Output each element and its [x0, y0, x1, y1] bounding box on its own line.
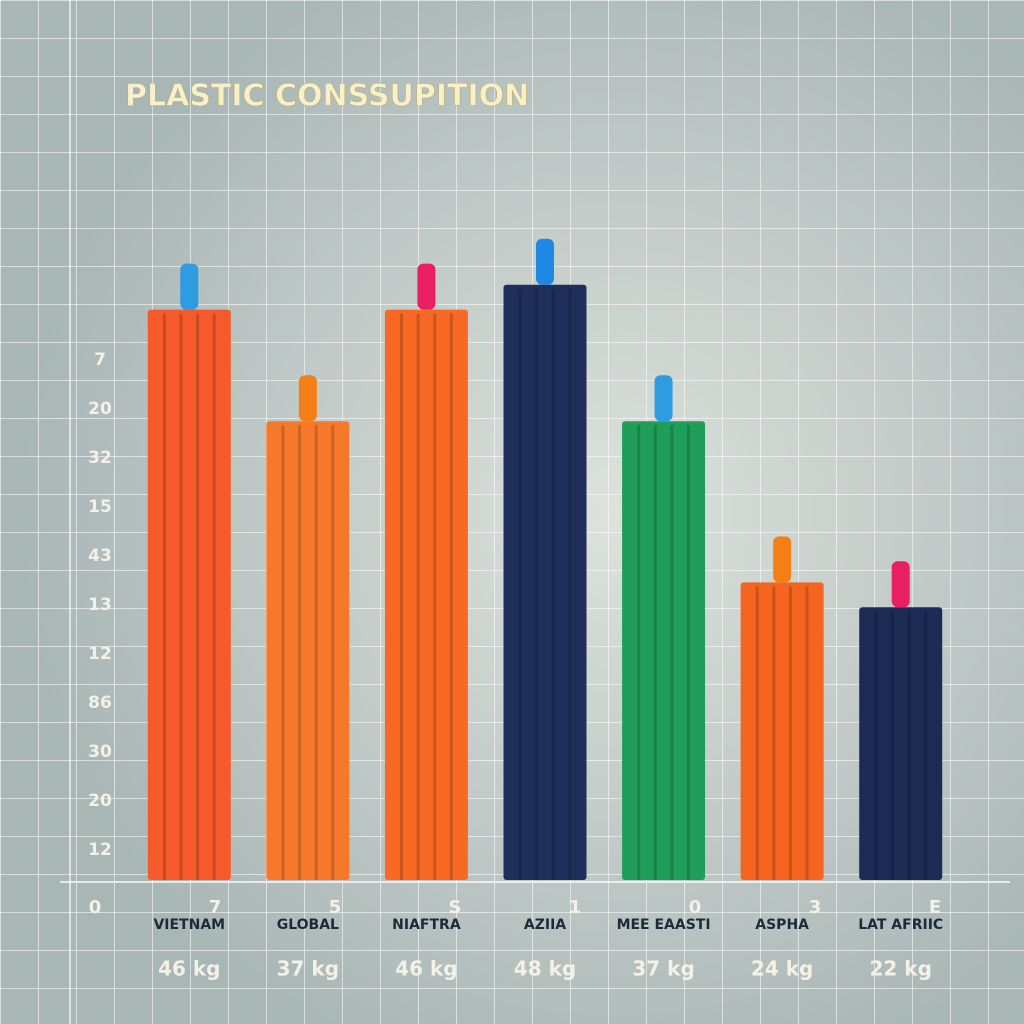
- x-axis-label: 3: [809, 897, 822, 918]
- value-label: 46 kg: [158, 957, 220, 981]
- y-axis-label: 7: [94, 350, 106, 370]
- chart-title: PLASTIC CONSSUPITION: [125, 79, 529, 114]
- category-label: MEE EAASTI: [617, 917, 711, 933]
- value-label: 24 kg: [751, 957, 813, 981]
- bottle: [654, 375, 673, 422]
- x-axis-label: 0: [89, 897, 102, 918]
- x-axis-label: 1: [569, 897, 582, 918]
- bar: [384, 309, 468, 881]
- y-axis-label: 86: [88, 693, 112, 713]
- bottle: [298, 375, 317, 422]
- y-axis-label: 20: [88, 399, 112, 419]
- x-axis-label: E: [929, 897, 941, 918]
- y-axis-label: 12: [88, 840, 112, 860]
- y-axis-label: 20: [88, 791, 112, 811]
- value-label: 37 kg: [277, 957, 339, 981]
- y-axis-label: 12: [88, 644, 112, 664]
- value-label: 48 kg: [514, 957, 576, 981]
- bottle: [536, 238, 554, 285]
- bottle: [891, 561, 910, 608]
- value-label: 37 kg: [632, 957, 694, 981]
- category-label: VIETNAM: [153, 917, 225, 933]
- bar: [503, 284, 587, 880]
- bottle: [417, 263, 436, 310]
- value-label: 46 kg: [395, 957, 457, 981]
- bottle: [773, 536, 792, 583]
- category-label: LAT AFRIIC: [858, 917, 943, 933]
- y-axis-label: 43: [88, 546, 112, 566]
- x-axis-label: 5: [329, 897, 342, 918]
- y-axis-label: 32: [88, 448, 112, 468]
- x-axis-label: 7: [209, 897, 222, 918]
- category-label: ASPHA: [755, 917, 809, 933]
- bottle: [180, 263, 199, 310]
- value-label: 22 kg: [870, 957, 932, 981]
- bar: [266, 421, 350, 880]
- y-axis-label: 13: [88, 595, 112, 615]
- category-label: GLOBAL: [277, 917, 339, 933]
- y-axis-label: 15: [88, 497, 112, 517]
- bar: [147, 309, 231, 881]
- bar: [859, 607, 943, 880]
- category-label: NIAFTRA: [392, 917, 461, 933]
- bar: [622, 421, 706, 880]
- bar: [740, 582, 824, 880]
- x-axis-label: 0: [689, 897, 702, 918]
- x-axis-label: S: [449, 897, 462, 918]
- y-axis-label: 30: [88, 742, 112, 762]
- category-label: AZIIA: [524, 917, 566, 933]
